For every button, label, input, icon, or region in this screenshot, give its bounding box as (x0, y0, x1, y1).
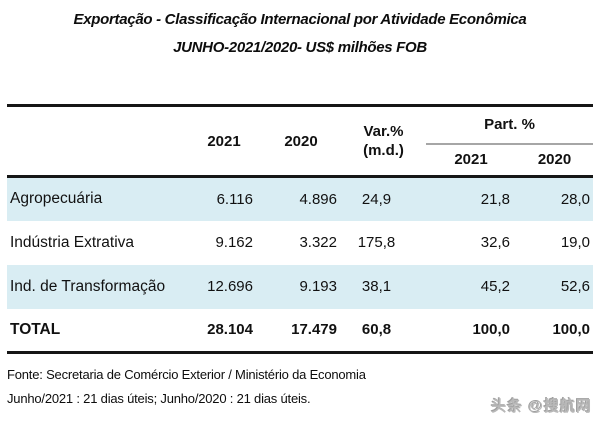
table-row-agropecuaria: Agropecuária 6.116 4.896 24,9 21,8 28,0 (7, 176, 594, 221)
header-row-1: 2021 2020 Var.% (m.d.) Part. % (7, 105, 594, 159)
cell-2021: 6.116 (216, 190, 253, 208)
source-note: Fonte: Secretaria de Comércio Exterior /… (7, 367, 366, 382)
cell-var: 60,8 (361, 321, 392, 339)
cell-2020: 9.193 (299, 278, 337, 295)
cell-2021: 9.162 (215, 234, 253, 251)
cell-2020: 4.896 (299, 190, 337, 208)
row-label: TOTAL (10, 320, 61, 338)
title-line-2: JUNHO-2021/2020- US$ milhões FOB (173, 39, 427, 56)
cell-var: 175,8 (357, 234, 396, 251)
working-days-note: Junho/2021 : 21 dias úteis; Junho/2020 :… (7, 391, 311, 406)
export-data-table: 2021 2020 Var.% (m.d.) Part. % 2021 2020 … (7, 104, 594, 354)
cell-2021: 12.696 (207, 278, 253, 295)
header-2021: 2021 (207, 132, 241, 150)
cell-part-2020: 52,6 (560, 278, 591, 295)
cell-part-2020: 28,0 (560, 190, 591, 208)
header-var-line2: (m.d.) (363, 142, 404, 159)
cell-part-2021: 45,2 (480, 278, 510, 295)
table-row-ind-transformacao: Ind. de Transformação 12.696 9.193 38,1 … (7, 264, 594, 309)
cell-part-2021: 100,0 (472, 321, 510, 339)
table-body: Agropecuária 6.116 4.896 24,9 21,8 28,0 … (7, 176, 594, 353)
row-label: Indústria Extrativa (10, 233, 135, 251)
header-part-2020: 2020 (537, 151, 572, 169)
row-label: Ind. de Transformação (10, 277, 166, 295)
cell-part-2020: 19,0 (560, 234, 591, 251)
header-row-2: 2021 2020 (7, 144, 593, 177)
cell-2020: 3.322 (299, 234, 337, 251)
cell-var: 38,1 (361, 278, 392, 295)
row-label: Agropecuária (10, 190, 103, 208)
title-line-1: Exportação - Classificação Internacional… (73, 11, 527, 28)
cell-2020: 17.479 (291, 321, 337, 339)
cell-var: 24,9 (361, 190, 392, 208)
cell-part-2020: 100,0 (552, 321, 591, 339)
cell-part-2021: 21,8 (480, 190, 510, 208)
cell-part-2021: 32,6 (480, 234, 510, 251)
header-empty-label (7, 106, 187, 177)
figure-title: Exportação - Classificação Internacional… (0, 6, 600, 62)
header-part-2021: 2021 (454, 151, 488, 169)
watermark-toutiao-sofreight: 头条 @搜航网 (491, 398, 592, 415)
table-header: 2021 2020 Var.% (m.d.) Part. % 2021 2020 (7, 105, 594, 177)
header-part: Part. % (426, 105, 594, 145)
header-var-line1: Var.% (363, 123, 404, 140)
table-row-industria-extrativa: Indústria Extrativa 9.162 3.322 175,8 32… (7, 221, 593, 265)
header-var: Var.% (m.d.) (341, 106, 426, 177)
table-footnotes: Fonte: Secretaria de Comércio Exterior /… (7, 363, 366, 411)
header-2020: 2020 (284, 132, 318, 150)
cell-2021: 28.104 (207, 321, 253, 339)
table-row-total: TOTAL 28.104 17.479 60,8 100,0 100,0 (7, 309, 593, 353)
